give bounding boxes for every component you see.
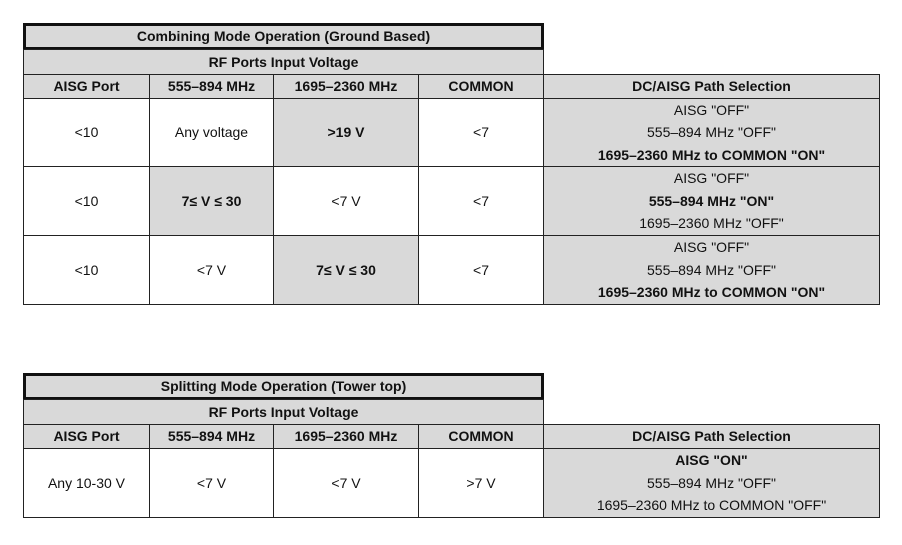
column-header: COMMON xyxy=(418,424,544,449)
cell-text: 1695–2360 MHz to COMMON "ON" xyxy=(597,146,826,163)
table-cell: >7 V xyxy=(418,448,544,518)
column-header: 555–894 MHz xyxy=(149,424,274,449)
table-title: Combining Mode Operation (Ground Based) xyxy=(23,23,544,50)
table-cell: >19 V xyxy=(273,98,419,167)
column-header: DC/AISG Path Selection xyxy=(543,424,880,449)
table-cell: Any 10-30 V xyxy=(23,448,150,518)
cell-text: 1695–2360 MHz "OFF" xyxy=(639,215,784,232)
cell-text: <7 V xyxy=(331,474,361,491)
group-header: RF Ports Input Voltage xyxy=(23,399,544,425)
cell-text: COMMON xyxy=(448,78,514,95)
cell-text: 555–894 MHz "OFF" xyxy=(647,124,776,141)
table-cell: <10 xyxy=(23,166,150,236)
cell-text: 555–894 MHz xyxy=(167,428,256,445)
table-title: Splitting Mode Operation (Tower top) xyxy=(23,373,544,400)
cell-text: 555–894 MHz "OFF" xyxy=(647,261,776,278)
cell-text: AISG "OFF" xyxy=(673,170,750,187)
column-header: 1695–2360 MHz xyxy=(273,424,419,449)
table-cell: <7 V xyxy=(273,448,419,518)
cell-text: Combining Mode Operation (Ground Based) xyxy=(136,28,431,45)
table-cell: 7≤ V ≤ 30 xyxy=(273,235,419,305)
cell-text: <7 V xyxy=(196,261,227,278)
table-cell: <7 V xyxy=(149,235,274,305)
cell-text: DC/AISG Path Selection xyxy=(632,78,791,95)
cell-text: COMMON xyxy=(448,428,514,445)
cell-text: AISG Port xyxy=(53,428,120,445)
cell-text: RF Ports Input Voltage xyxy=(208,403,359,420)
column-header: 555–894 MHz xyxy=(149,74,274,99)
table-cell: <7 V xyxy=(149,448,274,518)
cell-text: AISG "ON" xyxy=(675,452,748,469)
cell-text: <10 xyxy=(74,124,99,141)
cell-text: 1695–2360 MHz xyxy=(294,78,398,95)
cell-text: >7 V xyxy=(466,474,496,491)
cell-text: Any 10-30 V xyxy=(47,474,126,491)
cell-text: 555–894 MHz xyxy=(167,78,256,95)
column-header: AISG Port xyxy=(23,424,150,449)
cell-text: 7≤ V ≤ 30 xyxy=(181,192,242,209)
path-selection-cell: AISG "OFF" 555–894 MHz "OFF" 1695–2360 MHz… xyxy=(543,98,880,167)
table-cell: <7 xyxy=(418,166,544,236)
cell-text: <10 xyxy=(74,192,99,209)
table-cell: <10 xyxy=(23,98,150,167)
cell-text: RF Ports Input Voltage xyxy=(208,53,359,70)
cell-text: 1695–2360 MHz to COMMON "ON" xyxy=(597,284,826,301)
table-cell: <7 xyxy=(418,235,544,305)
column-header: DC/AISG Path Selection xyxy=(543,74,880,99)
group-header: RF Ports Input Voltage xyxy=(23,49,544,75)
table-cell: 7≤ V ≤ 30 xyxy=(149,166,274,236)
cell-text: >19 V xyxy=(327,124,365,141)
cell-text: 1695–2360 MHz to COMMON "OFF" xyxy=(596,497,827,514)
cell-text: AISG "OFF" xyxy=(673,101,750,118)
column-header: AISG Port xyxy=(23,74,150,99)
path-selection-cell: AISG "ON" 555–894 MHz "OFF" 1695–2360 MHz … xyxy=(543,448,880,518)
cell-text: <7 xyxy=(473,261,489,278)
path-selection-cell: AISG "OFF" 555–894 MHz "ON" 1695–2360 MHz … xyxy=(543,166,880,236)
table-cell: Any voltage xyxy=(149,98,274,167)
cell-text: 555–894 MHz "ON" xyxy=(648,192,775,209)
table-cell: <10 xyxy=(23,235,150,305)
cell-text: AISG "OFF" xyxy=(673,239,750,256)
cell-text: 555–894 MHz "OFF" xyxy=(647,474,776,491)
cell-text: <7 V xyxy=(196,474,227,491)
cell-text: AISG Port xyxy=(53,78,120,95)
cell-text: DC/AISG Path Selection xyxy=(632,428,791,445)
path-selection-cell: AISG "OFF" 555–894 MHz "OFF" 1695–2360 MHz… xyxy=(543,235,880,305)
column-header: 1695–2360 MHz xyxy=(273,74,419,99)
cell-text: 7≤ V ≤ 30 xyxy=(316,261,376,278)
cell-text: <10 xyxy=(74,261,99,278)
column-header: COMMON xyxy=(418,74,544,99)
cell-text: <7 xyxy=(473,124,489,141)
table-cell: <7 V xyxy=(273,166,419,236)
cell-text: 1695–2360 MHz xyxy=(294,428,398,445)
cell-text: Splitting Mode Operation (Tower top) xyxy=(160,378,407,395)
table-cell: <7 xyxy=(418,98,544,167)
cell-text: <7 V xyxy=(331,192,361,209)
cell-text: <7 xyxy=(473,192,489,209)
cell-text: Any voltage xyxy=(174,124,249,141)
